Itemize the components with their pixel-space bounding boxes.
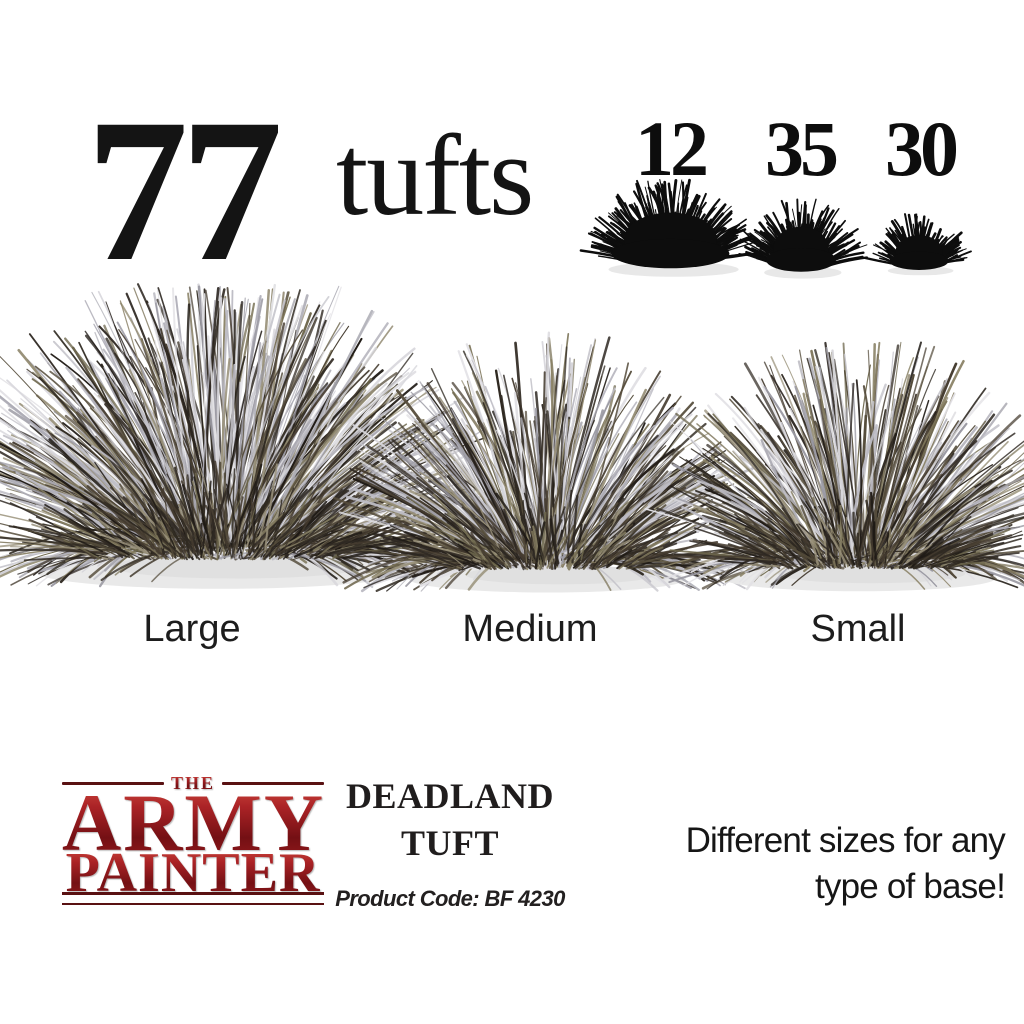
product-code: Product Code: BF 4230	[335, 886, 565, 911]
logo-rule-right	[222, 781, 325, 785]
count-large: 12	[635, 105, 709, 192]
logo-word-the: THE	[171, 774, 215, 792]
logo-rule-left	[62, 781, 164, 785]
product-title-line1: DEADLAND	[345, 776, 554, 816]
size-label-large: Large	[143, 608, 241, 650]
tuft-silhouette-medium-icon	[738, 198, 869, 279]
logo-word-painter: PAINTER	[62, 845, 324, 901]
small-tuft-photo	[644, 341, 1024, 592]
tagline-line1: Different sizes for any	[685, 821, 1006, 860]
total-count-number: 77	[86, 77, 283, 304]
size-label-medium: Medium	[462, 608, 598, 650]
count-small: 30	[885, 105, 959, 192]
tagline-line2: type of base!	[814, 867, 1006, 906]
size-label-small: Small	[810, 608, 906, 650]
army-painter-logo: THE ARMY PAINTER	[62, 768, 326, 905]
logo-double-rule	[62, 892, 324, 905]
logo-word-army: ARMY	[62, 777, 326, 868]
large-tuft-photo	[0, 283, 503, 589]
tuft-silhouette-large-icon	[579, 178, 764, 277]
tuft-silhouette-small-icon	[864, 213, 972, 276]
total-count-unit: tufts	[336, 112, 534, 240]
count-medium: 35	[765, 105, 839, 192]
tagline: Different sizes for any type of base!	[685, 818, 1006, 910]
medium-tuft-photo	[333, 331, 754, 593]
logo-the-row: THE	[62, 774, 325, 792]
product-title-line2: TUFT	[400, 823, 499, 863]
product-title-block: DEADLAND TUFT Product Code: BF 4230	[335, 778, 565, 910]
